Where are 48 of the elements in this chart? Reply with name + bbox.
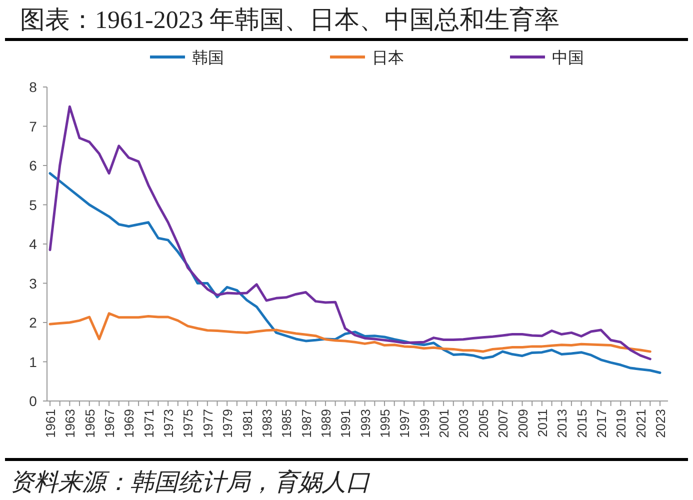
legend-label: 日本 [372,49,404,67]
x-tick-label: 1977 [200,409,216,438]
y-tick-label: 5 [29,196,38,213]
x-tick-label: 2001 [436,409,452,438]
legend-label: 中国 [552,49,584,67]
x-tick-label: 1975 [180,409,196,438]
x-tick-label: 2011 [534,409,550,437]
y-tick-label: 3 [29,275,38,292]
x-tick-label: 1985 [279,409,294,438]
x-tick-label: 1971 [141,409,156,438]
x-tick-label: 1999 [416,409,432,438]
y-tick-label: 8 [29,79,38,95]
x-tick-label: 1969 [122,409,137,438]
legend-label: 韩国 [192,49,224,67]
x-tick-label: 1983 [259,409,274,438]
x-tick-label: 2007 [496,409,511,438]
x-tick-label: 2015 [574,409,590,438]
x-tick-label: 1965 [82,409,98,438]
x-tick-label: 2009 [515,409,530,438]
x-tick-label: 2021 [633,409,648,438]
y-tick-label: 7 [29,118,38,134]
x-tick-label: 1981 [240,409,255,438]
x-tick-label: 1967 [102,409,118,438]
y-tick-label: 4 [29,236,38,252]
x-tick-label: 1973 [161,409,176,438]
x-tick-label: 1991 [338,409,354,438]
chart-title: 图表：1961-2023 年韩国、日本、中国总和生育率 [20,6,560,34]
x-tick-label: 2005 [476,409,491,438]
x-tick-label: 1993 [358,409,373,438]
x-tick-label: 1987 [298,409,314,438]
x-tick-label: 1961 [43,409,58,438]
x-tick-label: 2019 [614,409,629,438]
x-tick-label: 2023 [653,409,668,438]
y-tick-label: 1 [29,354,38,370]
x-tick-label: 2017 [594,409,609,438]
x-tick-label: 2013 [554,409,570,438]
x-tick-label: 1963 [62,409,78,438]
text: 资料来源：韩国统计局，育娲人口 [10,469,371,496]
line-series [48,312,652,353]
x-tick-label: 2003 [456,409,472,438]
y-tick-label: 0 [29,393,38,409]
x-tick-label: 1979 [220,409,236,438]
line-series [48,105,652,360]
x-tick-label: 1995 [378,409,393,438]
y-tick-label: 6 [29,158,38,174]
y-tick-label: 2 [29,314,38,330]
x-tick-label: 1997 [397,409,412,438]
x-tick-label: 1989 [318,409,334,438]
